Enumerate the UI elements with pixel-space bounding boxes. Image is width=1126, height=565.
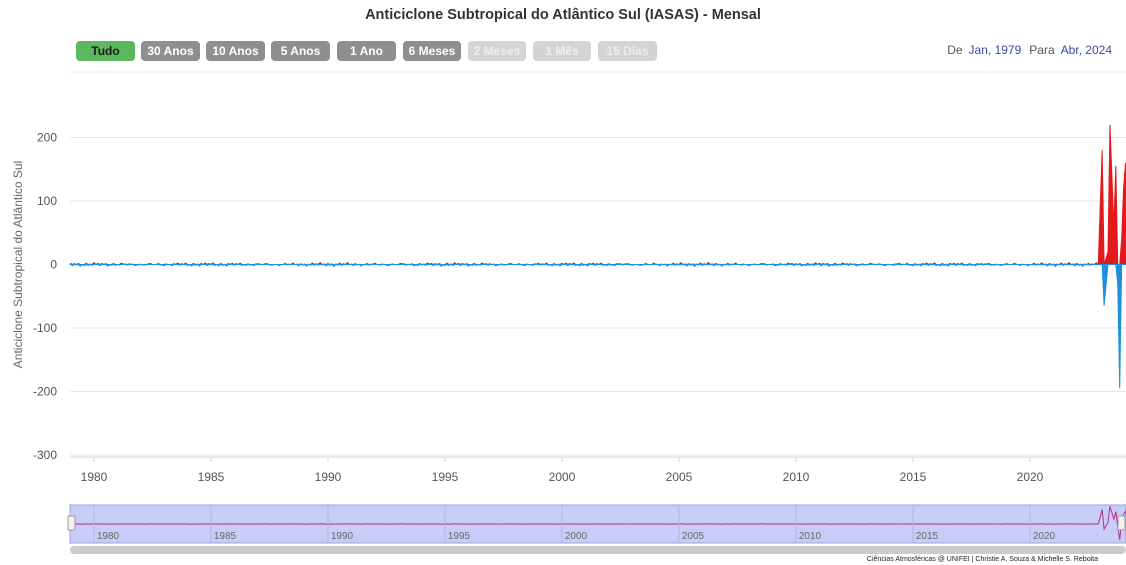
y-tick-label: 0 (50, 258, 57, 272)
series-positive-area (70, 124, 1126, 266)
y-tick-label: -200 (33, 385, 57, 399)
range-button-1-ano[interactable]: 1 Ano (337, 41, 396, 61)
x-tick-label: 2020 (1017, 470, 1044, 484)
range-button-5-anos[interactable]: 5 Anos (271, 41, 330, 61)
date-range: De Jan, 1979 Para Abr, 2024 (947, 43, 1120, 57)
y-axis-label: Anticiclone Subtropical do Atlântico Sul (11, 161, 25, 368)
series-negative-area (68, 263, 1126, 389)
x-tick-label: 1995 (432, 470, 459, 484)
x-tick-label: 1980 (81, 470, 108, 484)
range-button-15-dias: 15 Dias (598, 41, 657, 61)
x-tick-label: 2005 (666, 470, 693, 484)
navigator-tick-label: 2000 (565, 531, 588, 542)
navigator-left-handle (67, 515, 76, 531)
from-date-input[interactable]: Jan, 1979 (968, 43, 1022, 57)
navigator-tick-label: 1995 (448, 531, 471, 542)
to-label: Para (1029, 43, 1055, 57)
range-button-tudo[interactable]: Tudo (76, 41, 135, 61)
navigator-tick-label: 2005 (682, 531, 705, 542)
x-tick-label: 1985 (198, 470, 225, 484)
x-tick-label: 2000 (549, 470, 576, 484)
x-tick-label: 1990 (315, 470, 342, 484)
navigator-tick-label: 2010 (799, 531, 822, 542)
range-button-6-meses[interactable]: 6 Meses (403, 41, 461, 61)
range-button-1-mês: 1 Mês (533, 41, 591, 61)
range-button-10-anos[interactable]: 10 Anos (206, 41, 265, 61)
x-tick-label: 2010 (783, 470, 810, 484)
y-tick-label: -100 (33, 321, 57, 335)
y-tick-label: -300 (33, 448, 57, 462)
navigator-tick-label: 2015 (916, 531, 939, 542)
from-label: De (947, 43, 963, 57)
navigator-tick-label: 1980 (97, 531, 120, 542)
credit-text: Ciências Atmosféricas @ UNIFEI | Christi… (866, 556, 1098, 563)
x-tick-label: 2015 (900, 470, 927, 484)
navigator-series-line (70, 506, 1126, 540)
to-date-input[interactable]: Abr, 2024 (1060, 43, 1112, 57)
y-tick-label: 100 (37, 194, 57, 208)
navigator-tick-label: 2020 (1033, 531, 1056, 542)
range-button-2-meses: 2 Meses (468, 41, 526, 61)
navigator-scrollbar (70, 546, 1126, 554)
navigator-tick-label: 1990 (331, 531, 354, 542)
navigator-tick-label: 1985 (214, 531, 237, 542)
y-tick-label: 200 (37, 131, 57, 145)
navigator-right-handle (1117, 515, 1126, 531)
range-button-30-anos[interactable]: 30 Anos (141, 41, 200, 61)
navigator-window (69, 504, 1126, 544)
chart-title: Anticiclone Subtropical do Atlântico Sul… (365, 7, 761, 23)
